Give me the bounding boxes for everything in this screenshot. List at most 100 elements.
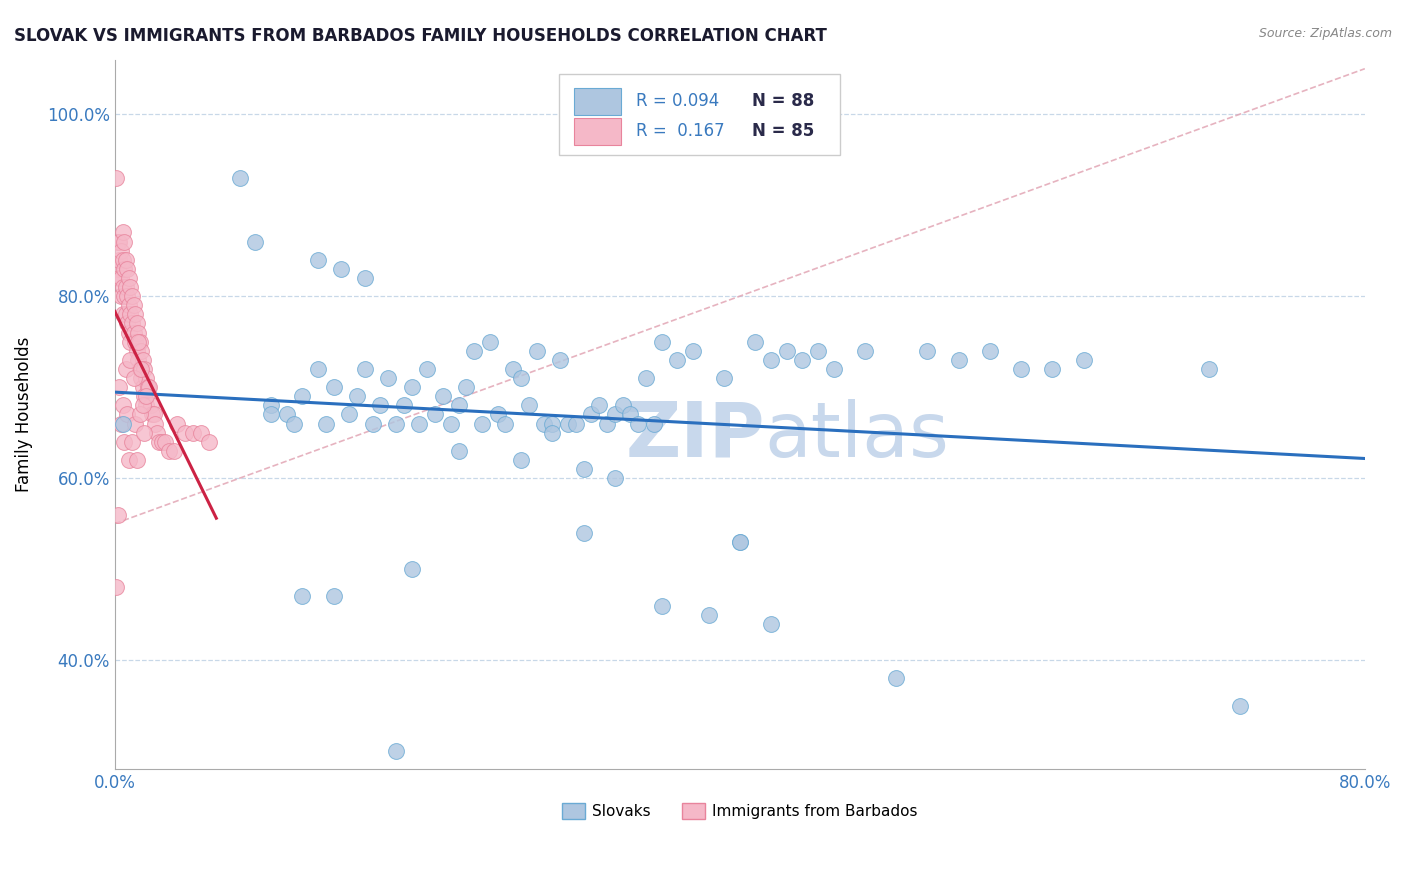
Text: SLOVAK VS IMMIGRANTS FROM BARBADOS FAMILY HOUSEHOLDS CORRELATION CHART: SLOVAK VS IMMIGRANTS FROM BARBADOS FAMIL… <box>14 27 827 45</box>
Point <box>401 562 423 576</box>
Point <box>853 343 876 358</box>
Point <box>132 380 155 394</box>
Point <box>759 616 782 631</box>
Point <box>408 417 430 431</box>
Point <box>111 226 134 240</box>
Point <box>138 380 160 394</box>
Point <box>917 343 939 358</box>
Point <box>456 380 478 394</box>
Point <box>134 362 156 376</box>
Point <box>111 307 134 321</box>
Point <box>697 607 720 622</box>
Point <box>125 453 148 467</box>
Point <box>385 744 408 758</box>
Point <box>117 317 139 331</box>
Point <box>377 371 399 385</box>
Point <box>181 425 204 440</box>
Point <box>713 371 735 385</box>
Legend: Slovaks, Immigrants from Barbados: Slovaks, Immigrants from Barbados <box>555 797 924 825</box>
Point <box>401 380 423 394</box>
Point <box>1010 362 1032 376</box>
Point <box>447 398 470 412</box>
Point <box>603 408 626 422</box>
Point <box>127 326 149 340</box>
Point <box>541 425 564 440</box>
Point <box>141 408 163 422</box>
FancyBboxPatch shape <box>558 74 839 155</box>
Point <box>125 343 148 358</box>
Point <box>572 462 595 476</box>
Point <box>125 317 148 331</box>
Point <box>118 271 141 285</box>
Point <box>245 235 267 249</box>
Point <box>346 389 368 403</box>
Point <box>588 398 610 412</box>
Text: Source: ZipAtlas.com: Source: ZipAtlas.com <box>1258 27 1392 40</box>
Point <box>564 417 586 431</box>
Point <box>148 434 170 449</box>
Point <box>112 289 135 303</box>
Point <box>122 371 145 385</box>
Point <box>744 334 766 349</box>
Point <box>114 362 136 376</box>
Point <box>502 362 524 376</box>
Point <box>370 398 392 412</box>
Point <box>416 362 439 376</box>
Point <box>135 398 157 412</box>
Point <box>471 417 494 431</box>
Point <box>117 261 139 276</box>
Point <box>627 417 650 431</box>
Point <box>150 434 173 449</box>
Point <box>651 599 673 613</box>
Point <box>146 425 169 440</box>
Point <box>307 252 329 267</box>
Point <box>135 389 157 403</box>
Point <box>114 307 136 321</box>
Point <box>111 417 134 431</box>
Text: ZIP: ZIP <box>626 399 765 473</box>
Point <box>291 590 314 604</box>
Point <box>110 289 132 303</box>
Point <box>283 417 305 431</box>
Point <box>105 580 128 594</box>
Point <box>136 380 159 394</box>
Point <box>432 389 454 403</box>
Point <box>572 525 595 540</box>
Point <box>124 307 146 321</box>
Point <box>1198 362 1220 376</box>
Text: N = 88: N = 88 <box>752 93 814 111</box>
Point <box>322 380 344 394</box>
Point <box>260 398 283 412</box>
Point <box>134 425 156 440</box>
Point <box>105 170 128 185</box>
Point <box>315 417 337 431</box>
Point <box>603 471 626 485</box>
Point <box>478 334 501 349</box>
Point <box>128 334 150 349</box>
Point <box>112 434 135 449</box>
Point <box>120 334 142 349</box>
Text: atlas: atlas <box>765 399 949 473</box>
Point <box>121 434 143 449</box>
Point <box>111 252 134 267</box>
Text: R =  0.167: R = 0.167 <box>636 122 724 140</box>
Point <box>108 380 131 394</box>
Point <box>120 307 142 321</box>
Point <box>121 289 143 303</box>
Point <box>166 417 188 431</box>
Point <box>111 280 134 294</box>
Point <box>979 343 1001 358</box>
Point <box>135 371 157 385</box>
Point <box>948 352 970 367</box>
Point <box>392 398 415 412</box>
Point <box>634 371 657 385</box>
Point <box>174 425 197 440</box>
Point <box>423 408 446 422</box>
Point <box>1040 362 1063 376</box>
Point <box>142 408 165 422</box>
Point <box>131 371 153 385</box>
Point <box>510 371 533 385</box>
Point <box>117 408 139 422</box>
Point <box>112 235 135 249</box>
Y-axis label: Family Households: Family Households <box>15 337 32 492</box>
